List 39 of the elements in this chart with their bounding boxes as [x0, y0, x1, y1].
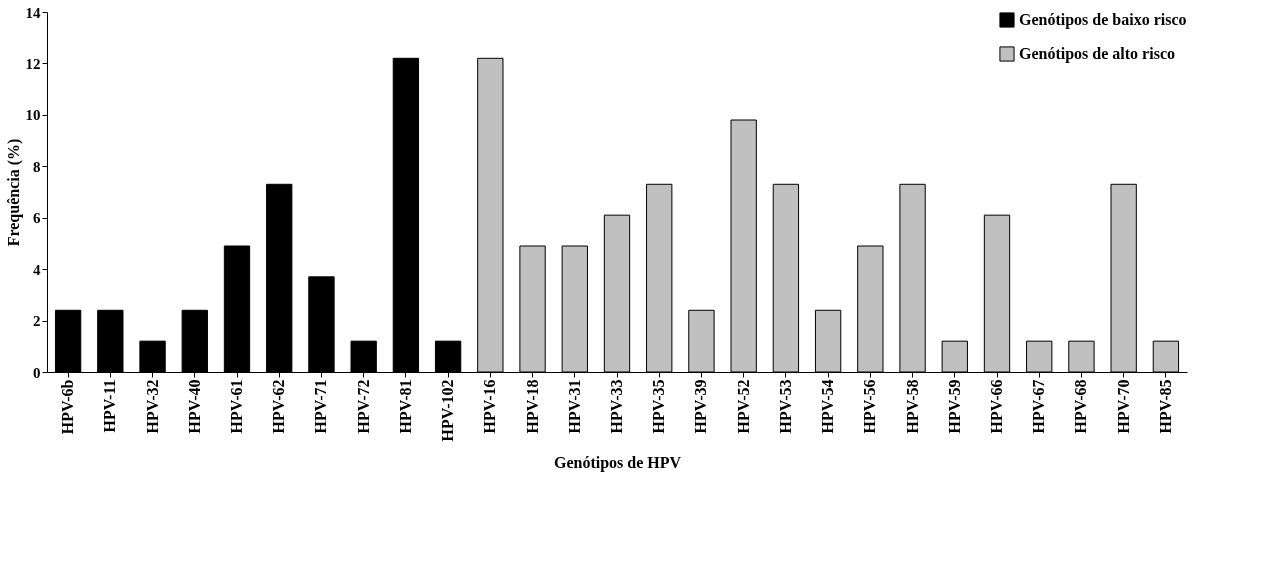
x-tick-label: HPV-52 [734, 379, 752, 434]
legend-label: Genótipos de baixo risco [1019, 11, 1187, 29]
y-tick-label: 14 [25, 4, 41, 21]
x-tick-label: HPV-32 [143, 379, 161, 434]
x-tick-label: HPV-72 [354, 379, 372, 434]
x-tick-label: HPV-53 [776, 379, 794, 434]
x-tick-label: HPV-71 [312, 379, 330, 434]
x-tick-label: HPV-85 [1156, 379, 1174, 434]
x-tick-label: HPV-54 [819, 379, 837, 434]
x-tick-label: HPV-31 [565, 379, 583, 434]
legend-label: Genótipos de alto risco [1019, 45, 1175, 63]
y-tick-label: 12 [25, 55, 41, 72]
x-tick-label: HPV-18 [523, 379, 541, 434]
y-tick-label: 6 [33, 210, 41, 227]
x-tick-label: HPV-6b [59, 379, 77, 435]
y-tick-label: 4 [33, 261, 41, 278]
x-tick-label: HPV-68 [1072, 379, 1090, 434]
x-tick-label: HPV-56 [861, 379, 879, 434]
x-tick-label: HPV-39 [692, 379, 710, 434]
y-axis-title: Frequência (%) [4, 138, 23, 247]
x-tick-label: HPV-40 [185, 379, 203, 434]
y-tick-label: 0 [33, 364, 41, 381]
x-tick-label: HPV-16 [481, 379, 499, 434]
x-tick-label: HPV-33 [608, 379, 625, 434]
x-tick-label: HPV-70 [1114, 379, 1132, 434]
x-tick-label: HPV-62 [270, 379, 288, 434]
x-axis-title: Genótipos de HPV [553, 454, 682, 473]
x-tick-label: HPV-59 [945, 379, 963, 434]
x-tick-label: HPV-102 [439, 379, 457, 442]
y-tick-label: 8 [33, 158, 41, 175]
x-tick-label: HPV-58 [903, 379, 921, 434]
x-tick-label: HPV-61 [228, 379, 245, 434]
x-tick-label: HPV-81 [396, 379, 414, 434]
x-tick-label: HPV-66 [988, 379, 1005, 434]
y-tick-label: 10 [25, 107, 41, 124]
y-tick-label: 2 [33, 313, 41, 330]
x-tick-label: HPV-35 [650, 379, 668, 434]
x-tick-label: HPV-11 [101, 379, 119, 433]
x-tick-label: HPV-67 [1030, 379, 1048, 434]
